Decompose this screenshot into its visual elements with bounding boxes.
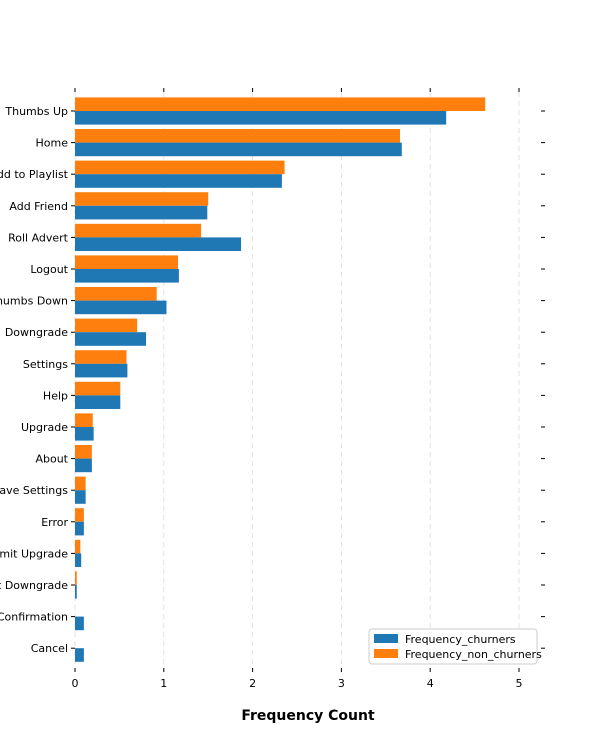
bar-churners xyxy=(75,142,402,157)
legend-label: Frequency_non_churners xyxy=(405,648,542,661)
bar-churners xyxy=(75,521,84,536)
gridlines xyxy=(74,92,520,667)
y-tick-label: Add to Playlist xyxy=(0,168,69,181)
bar-churners xyxy=(75,300,167,315)
bar-churners xyxy=(75,237,242,251)
bar-non-churners xyxy=(75,445,92,459)
bar-non-churners xyxy=(75,318,138,333)
y-tick-label: About xyxy=(35,453,68,466)
bar-non-churners xyxy=(75,97,486,111)
x-tick-label: 3 xyxy=(338,677,345,690)
y-tick-label: Roll Advert xyxy=(8,231,69,244)
y-tick-label: Help xyxy=(43,389,68,402)
y-tick-label: Add Friend xyxy=(9,200,68,213)
bar-churners xyxy=(75,427,94,441)
bar-non-churners xyxy=(75,350,127,364)
bar-non-churners xyxy=(75,476,86,491)
legend-box xyxy=(368,628,538,665)
y-tick-label: Home xyxy=(36,137,69,150)
axes: 0 1 2 3 4 5 Thumbs Up Home Add to Playlist Add Fr… xyxy=(0,88,545,690)
y-tick-label: Save Settings xyxy=(0,484,68,497)
legend-label: Frequency_churners xyxy=(405,633,516,646)
legend-swatch xyxy=(374,634,398,643)
y-tick-label: Thumbs Up xyxy=(4,105,68,118)
bar-churners xyxy=(75,174,282,188)
bar-churners xyxy=(75,490,86,504)
bar-churners xyxy=(75,553,82,567)
y-tick-label: Cancellation Confirmation xyxy=(0,611,68,624)
bar-churners xyxy=(75,458,92,473)
y-tick-label: Submit Downgrade xyxy=(0,579,68,592)
legend-swatch xyxy=(374,649,398,658)
bar-churners xyxy=(75,332,147,346)
bar-non-churners xyxy=(75,223,202,238)
bar-churners xyxy=(75,648,84,662)
y-tick-label: Thumbs Down xyxy=(0,295,68,308)
x-tick-label: 2 xyxy=(249,677,256,690)
x-tick-label: 1 xyxy=(160,677,167,690)
legend: Frequency_churners Frequency_non_churners xyxy=(368,628,542,665)
bar-non-churners xyxy=(75,508,84,522)
bar-churners xyxy=(75,111,447,125)
x-tick-label: 0 xyxy=(72,677,79,690)
bars xyxy=(75,97,486,662)
x-tick-label: 5 xyxy=(516,677,523,690)
bar-churners xyxy=(75,616,84,631)
bar-non-churners xyxy=(75,381,121,396)
bar-churners xyxy=(75,269,179,283)
bar-non-churners xyxy=(75,255,179,269)
bar-non-churners xyxy=(75,287,157,301)
y-tick-label: Settings xyxy=(23,358,68,371)
y-tick-label: Upgrade xyxy=(21,421,68,434)
bar-non-churners xyxy=(75,571,77,585)
y-tick-label: Downgrade xyxy=(5,326,68,339)
bar-churners xyxy=(75,395,121,409)
bar-non-churners xyxy=(75,129,401,143)
bar-churners xyxy=(75,205,208,220)
bar-churners xyxy=(75,585,77,599)
y-tick-label: Submit Upgrade xyxy=(0,547,68,560)
y-tick-label: Logout xyxy=(30,263,68,276)
bar-non-churners xyxy=(75,192,209,206)
bar-non-churners xyxy=(75,413,93,427)
bar-non-churners xyxy=(75,160,285,175)
x-tick-label: 4 xyxy=(427,677,434,690)
y-tick-label: Cancel xyxy=(31,642,68,655)
bar-churners xyxy=(75,363,128,378)
y-tick-label: Error xyxy=(41,516,68,529)
x-axis-title: Frequency Count xyxy=(241,708,375,724)
bar-non-churners xyxy=(75,539,81,554)
